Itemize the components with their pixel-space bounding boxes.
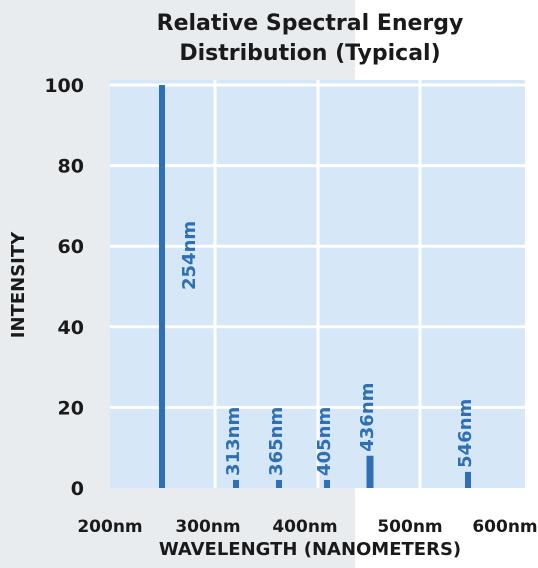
y-tick-label: 20 [58, 397, 84, 419]
bar-label: 254nm [179, 221, 200, 290]
y-axis-label: INTENSITY [8, 231, 29, 338]
x-tick-label: 500nm [377, 517, 442, 537]
bar-label: 365nm [266, 407, 287, 476]
spectral-bar [366, 455, 374, 488]
x-tick-labels: 200nm 300nm 400nm 500nm 600nm [77, 517, 537, 537]
bar-labels: 254nm 313nm 365nm 405nm 436nm 546nm [179, 221, 476, 476]
x-tick-label: 400nm [272, 517, 337, 537]
y-tick-label: 40 [58, 317, 84, 339]
x-tick-label: 600nm [472, 517, 537, 537]
spectral-bar [233, 479, 239, 488]
y-tick-label: 0 [71, 478, 84, 500]
chart-title-line-1: Relative Spectral Energy [157, 11, 464, 36]
spectral-bar [324, 479, 330, 488]
y-tick-label: 100 [44, 75, 84, 97]
y-tick-labels: 0 20 40 60 80 100 [44, 75, 84, 500]
bar-label: 436nm [357, 383, 378, 452]
bar-label: 313nm [223, 407, 244, 476]
spectral-bar [276, 479, 282, 488]
spectral-bar [159, 85, 165, 488]
bar-label: 546nm [455, 399, 476, 468]
y-tick-label: 80 [58, 156, 84, 178]
x-tick-label: 300nm [175, 517, 240, 537]
grid-lines [110, 80, 525, 488]
y-tick-label: 60 [58, 236, 84, 258]
spectral-bars [159, 85, 471, 488]
spectral-bar [465, 471, 471, 488]
x-tick-label: 200nm [77, 517, 142, 537]
chart-title-line-2: Distribution (Typical) [179, 41, 440, 66]
bar-label: 405nm [314, 407, 335, 476]
x-axis-label: WAVELENGTH (NANOMETERS) [159, 539, 461, 560]
